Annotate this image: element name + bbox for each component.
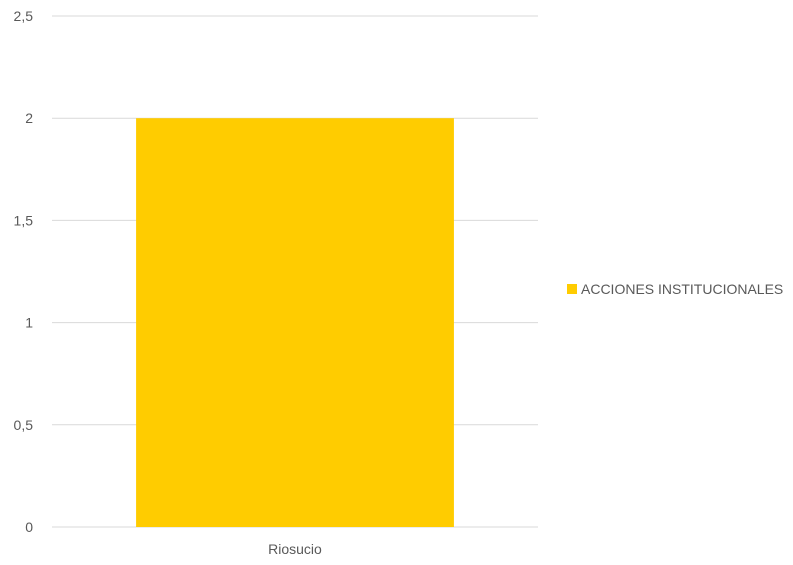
legend: ACCIONES INSTITUCIONALES bbox=[567, 281, 783, 297]
legend-swatch bbox=[567, 284, 577, 294]
y-tick-label: 0 bbox=[25, 519, 33, 535]
y-tick-label: 2,5 bbox=[14, 8, 34, 24]
bars bbox=[136, 118, 454, 527]
x-tick-label: Riosucio bbox=[268, 541, 322, 557]
y-tick-label: 0,5 bbox=[14, 417, 34, 433]
y-tick-label: 2 bbox=[25, 110, 33, 126]
y-tick-label: 1,5 bbox=[14, 212, 34, 228]
bar bbox=[136, 118, 454, 527]
x-axis-tick-labels: Riosucio bbox=[268, 541, 322, 557]
y-axis-tick-labels: 0 0,5 1 1,5 2 2,5 bbox=[14, 8, 34, 535]
y-tick-label: 1 bbox=[25, 315, 33, 331]
legend-label: ACCIONES INSTITUCIONALES bbox=[581, 281, 783, 297]
